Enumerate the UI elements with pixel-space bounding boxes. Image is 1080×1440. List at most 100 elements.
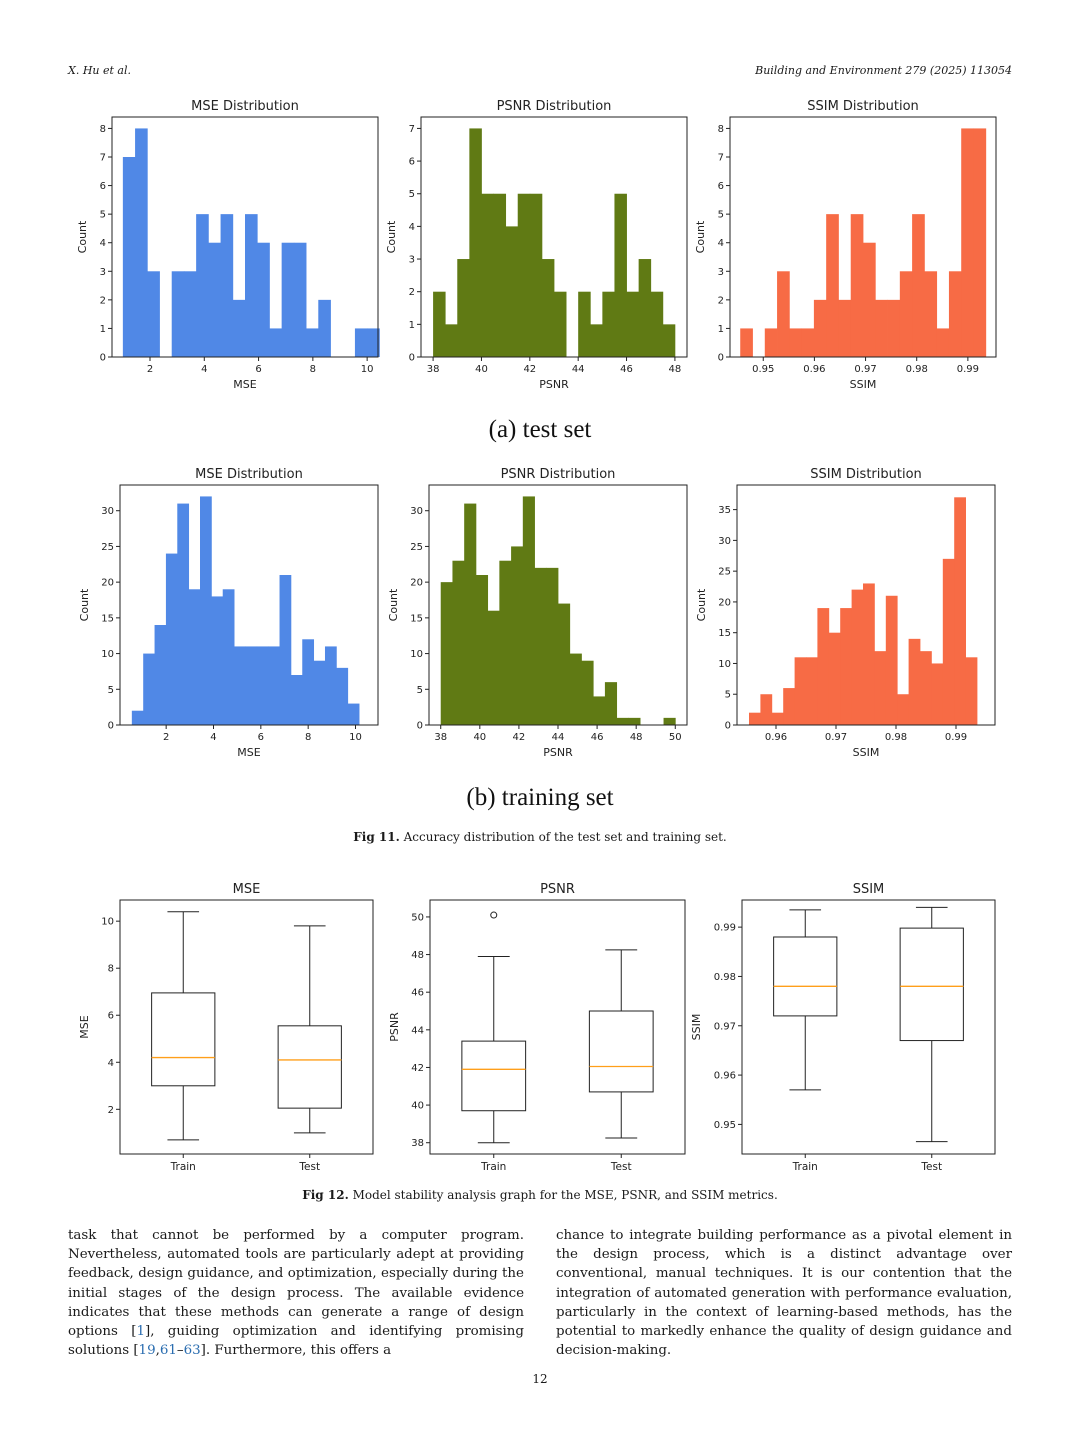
histogram-bar [232,299,246,357]
x-tick-label: 0.97 [854,364,876,375]
y-tick-label: 7 [409,124,415,135]
x-tick-label: Test [298,1161,320,1173]
box-iqr [773,936,838,1017]
histogram-bar [511,546,524,725]
citation-link[interactable]: 19 [138,1343,156,1359]
plot-frame [119,899,374,1155]
histogram-bar [154,625,167,725]
histogram-bar [593,696,606,725]
histogram-bar [942,558,955,725]
histogram-bar [324,646,337,725]
x-tick-label: 6 [255,364,261,375]
citation-link[interactable]: 61 [159,1343,177,1359]
x-tick-label: 46 [620,364,633,375]
histogram-bar [948,271,962,357]
x-tick-label: 4 [201,364,207,375]
histogram-bar [614,193,627,357]
histogram-bar [143,653,155,725]
histogram-bar [590,324,603,357]
x-tick-label: 2 [163,732,169,743]
histogram-bar [954,497,966,725]
plot-frame [420,116,688,358]
y-axis-label: SSIM [690,1014,703,1041]
y-tick-label: 4 [100,238,106,249]
y-tick-label: 20 [101,578,114,589]
citation-link[interactable]: 63 [183,1343,201,1359]
x-tick-label: Train [792,1161,818,1173]
y-tick-label: 0.99 [714,923,736,934]
y-tick-label: 20 [718,597,731,608]
figure-12-label: Fig 12. [302,1188,349,1202]
boxplot-box-ssim: Train Test SSIM 0.95 0.96 0.97 0.98 0.99 SSIM [690,882,996,1173]
histogram-bar [211,596,224,725]
histogram-bar [487,610,500,725]
histogram-bar [838,299,852,357]
chart-title: PSNR [540,882,575,897]
y-tick-label: 10 [718,659,731,670]
y-tick-label: 7 [718,153,724,164]
histogram-bar [749,712,761,725]
x-axis-label: PSNR [539,378,569,391]
y-axis-label: Count [695,588,708,621]
y-tick-label: 50 [411,912,424,923]
y-tick-label: 15 [101,613,114,624]
histogram-bar [517,193,531,357]
x-tick-label: 38 [434,732,447,743]
x-tick-label: 40 [475,364,488,375]
histogram-bar [222,589,235,725]
x-tick-label: 0.95 [752,364,774,375]
histogram-bar [302,639,315,725]
x-tick-label: 0.96 [765,732,787,743]
histogram-bar [912,214,925,357]
histogram-bar [920,651,932,725]
histogram-bar [554,291,567,357]
y-axis-label: Count [694,220,707,253]
histogram-bar [604,682,618,725]
y-tick-label: 35 [718,505,731,516]
histogram-bar [452,560,465,725]
x-axis-label: MSE [233,378,256,391]
histogram-bar [602,291,615,357]
y-tick-label: 10 [410,649,423,660]
y-tick-label: 1 [100,324,106,335]
histogram-bar [279,575,292,725]
y-axis-label: PSNR [388,1012,401,1042]
y-tick-label: 15 [410,613,423,624]
citation-link[interactable]: 1 [136,1324,145,1340]
x-tick-label: 0.99 [945,732,967,743]
histogram-bar [826,214,839,357]
page-number: 12 [532,1372,548,1386]
histogram-bar [147,271,160,357]
histogram-bar [840,608,852,725]
y-tick-label: 8 [718,124,724,135]
histogram-bar [481,193,494,357]
histogram-bar [433,291,446,357]
histogram-bar [457,259,470,357]
histogram-bar [131,710,144,725]
x-tick-label: 8 [305,732,311,743]
histogram-bar [801,328,815,357]
y-tick-label: 6 [718,181,724,192]
y-tick-label: 5 [409,189,415,200]
histogram-bar [268,646,280,725]
y-tick-label: 3 [100,267,106,278]
histogram-bar [505,226,519,357]
histogram-bar [208,242,221,357]
figure-11-label: Fig 11. [353,830,400,844]
y-tick-label: 20 [410,578,423,589]
y-tick-label: 0.95 [714,1120,736,1131]
histogram-bar [306,328,319,357]
histogram-bar [663,717,676,725]
y-tick-label: 0 [108,721,114,732]
y-tick-label: 3 [409,255,415,266]
y-tick-label: 4 [409,222,415,233]
y-tick-label: 5 [108,685,114,696]
figure-11-caption: Fig 11. Accuracy distribution of the tes… [0,830,1080,844]
x-tick-label: 0.98 [906,364,928,375]
histogram-bar [628,717,641,725]
plot-frame [111,116,379,358]
histogram-bar [875,299,888,357]
histogram-bar [135,128,148,357]
box-iqr [588,1010,654,1093]
histogram-bar [638,259,652,357]
